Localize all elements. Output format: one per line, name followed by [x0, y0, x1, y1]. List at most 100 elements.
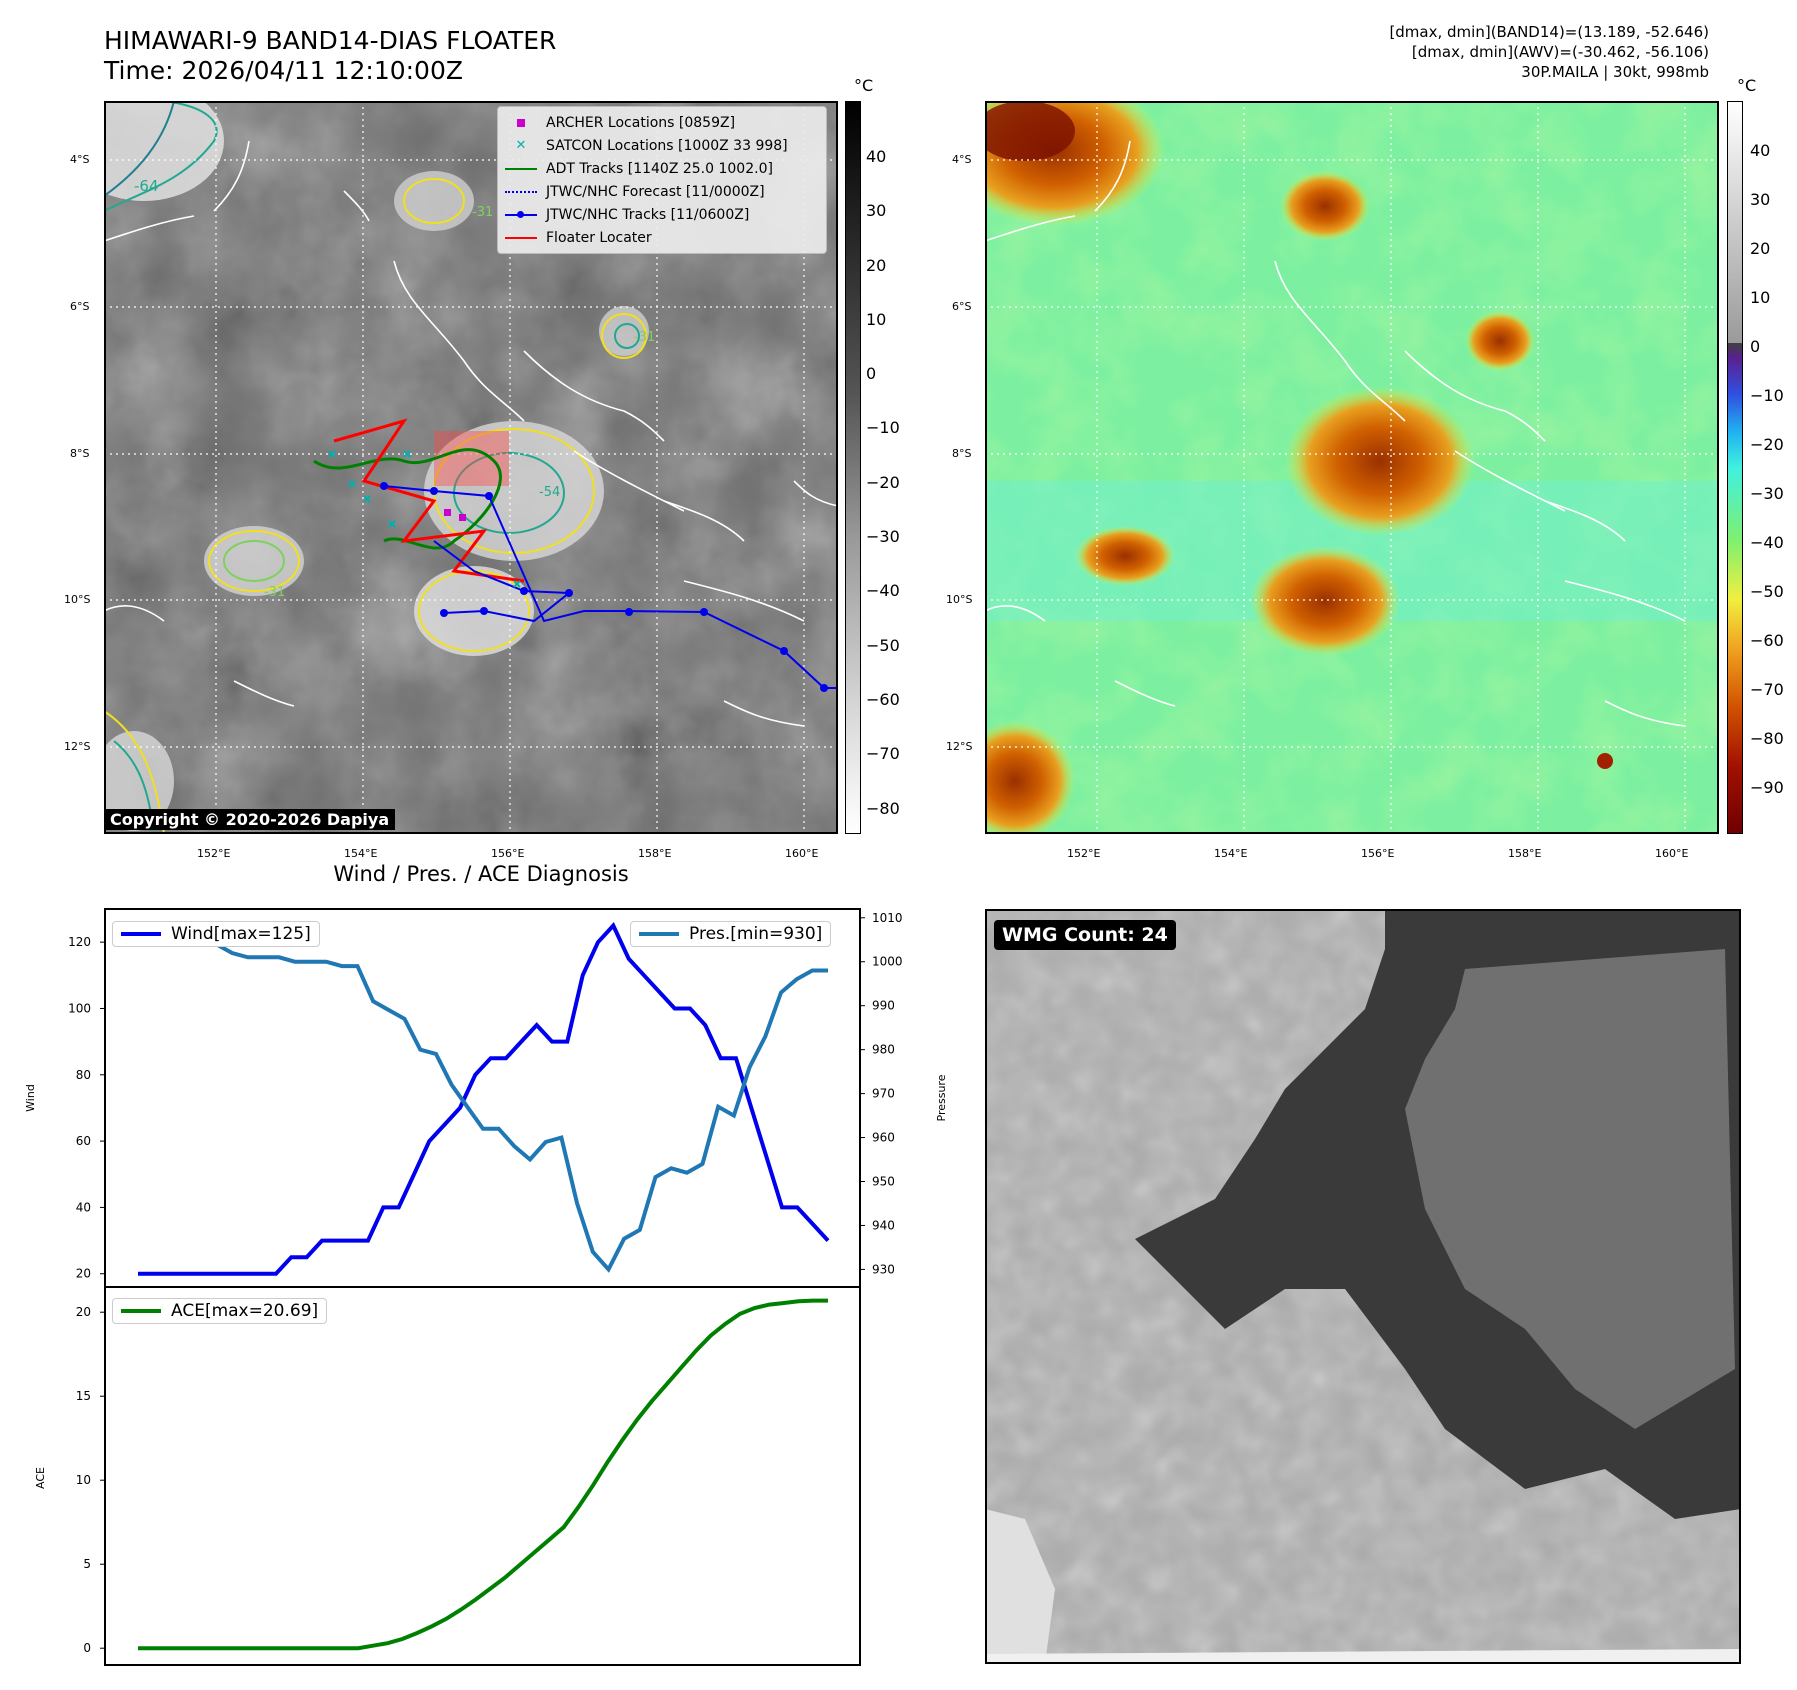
cb-tick: −30 — [866, 527, 900, 546]
cb-tick: 10 — [1750, 288, 1771, 307]
legend-floater: Floater Locater — [504, 226, 820, 249]
y-tick-label: 100 — [68, 1001, 91, 1015]
y-tick-label: 5 — [83, 1557, 91, 1571]
cb-tick: −40 — [1750, 533, 1784, 552]
figure-title: HIMAWARI-9 BAND14-DIAS FLOATER Time: 202… — [104, 26, 556, 86]
cb-tick: 10 — [866, 310, 887, 329]
wmg-svg — [985, 909, 1741, 1664]
lon-label: 158°E — [638, 847, 672, 860]
wmg-light-region — [985, 1509, 1055, 1664]
cb-tick: 20 — [1750, 239, 1771, 258]
stats-band14: [dmax, dmin](BAND14)=(13.189, -52.646) — [1389, 23, 1709, 41]
adt-line-icon — [504, 167, 538, 170]
pressure-legend: Pres.[min=930] — [630, 921, 832, 947]
ace-legend: ACE[max=20.69] — [112, 1298, 328, 1324]
y-tick-label: 15 — [76, 1389, 91, 1403]
map-gridlines — [104, 101, 838, 834]
ace-legend-label: ACE[max=20.69] — [171, 1301, 319, 1321]
y-tick-label: 980 — [872, 1043, 895, 1057]
title-text: HIMAWARI-9 BAND14-DIAS FLOATER — [104, 26, 557, 55]
lon-label: 152°E — [1067, 847, 1101, 860]
y-tick-label: 1000 — [872, 955, 903, 969]
y-tick-label: 930 — [872, 1262, 895, 1276]
cb-tick: −40 — [866, 581, 900, 600]
cb-tick: 0 — [1750, 337, 1761, 356]
cb-tick: 30 — [1750, 190, 1771, 209]
y-tick-label: 20 — [76, 1267, 91, 1281]
diagnosis-chart: 2040608010012093094095096097098099010001… — [24, 908, 948, 1666]
wind-legend-line-icon — [121, 932, 161, 936]
y-tick-label: 80 — [76, 1068, 91, 1082]
legend-archer: ARCHER Locations [0859Z] — [504, 111, 820, 134]
contour-label-2: -31 — [472, 205, 493, 220]
y-tick-label: 0 — [83, 1641, 91, 1655]
stats-block: [dmax, dmin](BAND14)=(13.189, -52.646) [… — [1389, 22, 1709, 82]
forecast-dotted-icon — [504, 190, 538, 193]
lat-label: 12°S — [64, 740, 91, 753]
pressure-ylabel: Pressure — [935, 1074, 948, 1121]
contour-label-4: -31 — [264, 585, 285, 600]
lat-label: 4°S — [70, 153, 90, 166]
pressure-legend-label: Pres.[min=930] — [689, 924, 823, 944]
storm-info: 30P.MAILA | 30kt, 998mb — [1521, 63, 1709, 81]
y-tick-label: 970 — [872, 1087, 895, 1101]
y-tick-label: 10 — [76, 1473, 91, 1487]
cb-tick: 20 — [866, 256, 887, 275]
map-legend: ARCHER Locations [0859Z] ✕ SATCON Locati… — [497, 106, 827, 254]
wmg-bottom-strip — [985, 1649, 1741, 1664]
contours — [104, 101, 647, 834]
contour-label-3: -31 — [634, 330, 655, 345]
lon-label: 158°E — [1508, 847, 1542, 860]
ace-axes-frame — [104, 1286, 861, 1666]
cb-tick: −10 — [866, 418, 900, 437]
archer-points — [444, 509, 466, 521]
stats-awv: [dmax, dmin](AWV)=(-30.462, -56.106) — [1411, 43, 1709, 61]
ace-series-line — [138, 1298, 828, 1651]
pressure-legend-line-icon — [639, 932, 679, 936]
satcon-points — [328, 450, 521, 588]
lon-label: 160°E — [785, 847, 819, 860]
y-tick-label: 120 — [68, 935, 91, 949]
cb-tick: −30 — [1750, 484, 1784, 503]
cb-tick: −70 — [866, 744, 900, 763]
color-colorbar — [1727, 101, 1743, 834]
cold-clouds — [104, 101, 649, 831]
y-tick-label: 960 — [872, 1131, 895, 1145]
track-line-dot-icon — [504, 211, 538, 218]
cb-tick: −90 — [1750, 778, 1784, 797]
lon-label: 154°E — [1214, 847, 1248, 860]
legend-adt-label: ADT Tracks [1140Z 25.0 1002.0] — [546, 160, 773, 177]
coastlines-2 — [985, 140, 1686, 727]
wind-pres-plot: 20 40 60 80 100 120 930 940 950 960 970 980 990 1000 1… — [68, 911, 902, 1281]
storm-tracks — [313, 418, 838, 692]
cb-tick: −20 — [866, 473, 900, 492]
y-tick-label: 940 — [872, 1218, 895, 1232]
jtwc-track — [383, 485, 838, 689]
ace-plot: 0 5 10 15 20 — [76, 1298, 829, 1655]
lon-label: 154°E — [344, 847, 378, 860]
map-gridlines-2 — [985, 101, 1719, 834]
lat-label: 6°S — [70, 300, 90, 313]
wind-legend-label: Wind[max=125] — [171, 924, 311, 944]
wind-series-line — [138, 922, 830, 1276]
lat-label: 10°S — [946, 593, 973, 606]
lon-label: 160°E — [1655, 847, 1689, 860]
cb-tick: 0 — [866, 364, 877, 383]
lat-label: 8°S — [952, 447, 972, 460]
wind-legend: Wind[max=125] — [112, 921, 320, 947]
lon-label: 156°E — [1361, 847, 1395, 860]
jtwc-points — [380, 482, 828, 692]
legend-floater-label: Floater Locater — [546, 229, 652, 246]
time-text: Time: 2026/04/11 12:10:00Z — [104, 56, 463, 85]
lat-label: 10°S — [64, 593, 91, 606]
cb-tick: −10 — [1750, 386, 1784, 405]
cb-tick: −60 — [866, 690, 900, 709]
lat-label: 4°S — [952, 153, 972, 166]
wind-ylabel: Wind — [24, 1084, 37, 1112]
wmg-mid-region — [1405, 949, 1735, 1429]
cb-tick: −50 — [1750, 582, 1784, 601]
y-tick-label: 20 — [76, 1305, 91, 1319]
contour-label-5: -54 — [539, 485, 560, 500]
cb-tick: −80 — [1750, 729, 1784, 748]
legend-satcon-label: SATCON Locations [1000Z 33 998] — [546, 137, 788, 154]
